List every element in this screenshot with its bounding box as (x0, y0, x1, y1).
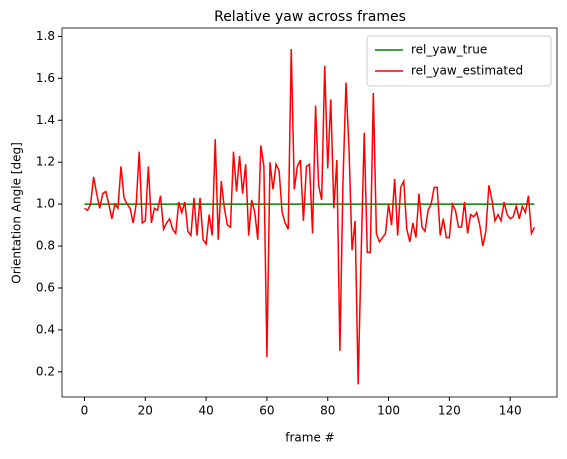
y-axis-label: Orientation Angle [deg] (10, 142, 24, 284)
x-tick-label: 60 (259, 404, 274, 418)
y-tick-label: 1.8 (36, 29, 55, 43)
y-tick-label: 0.4 (36, 322, 55, 336)
x-axis-label: frame # (285, 431, 334, 445)
y-tick-label: 1.2 (36, 155, 55, 169)
legend-label: rel_yaw_true (411, 43, 487, 57)
chart-title: Relative yaw across frames (214, 9, 406, 25)
x-tick-label: 140 (499, 404, 522, 418)
y-tick-label: 1.4 (36, 113, 55, 127)
legend-box (366, 35, 552, 87)
legend-label: rel_yaw_estimated (411, 64, 523, 78)
x-tick-label: 20 (138, 404, 153, 418)
y-tick-label: 1.0 (36, 197, 55, 211)
y-tick-label: 0.8 (36, 239, 55, 253)
y-tick-label: 0.6 (36, 280, 55, 294)
y-tick-label: 0.2 (36, 364, 55, 378)
x-tick-label: 80 (320, 404, 335, 418)
data-line (84, 48, 536, 385)
plot-frame (61, 27, 558, 398)
x-tick-label: 40 (198, 404, 213, 418)
y-tick-label: 1.6 (36, 71, 55, 85)
x-tick-label: 100 (377, 404, 400, 418)
x-tick-label: 120 (438, 404, 461, 418)
x-tick-label: 0 (81, 404, 89, 418)
